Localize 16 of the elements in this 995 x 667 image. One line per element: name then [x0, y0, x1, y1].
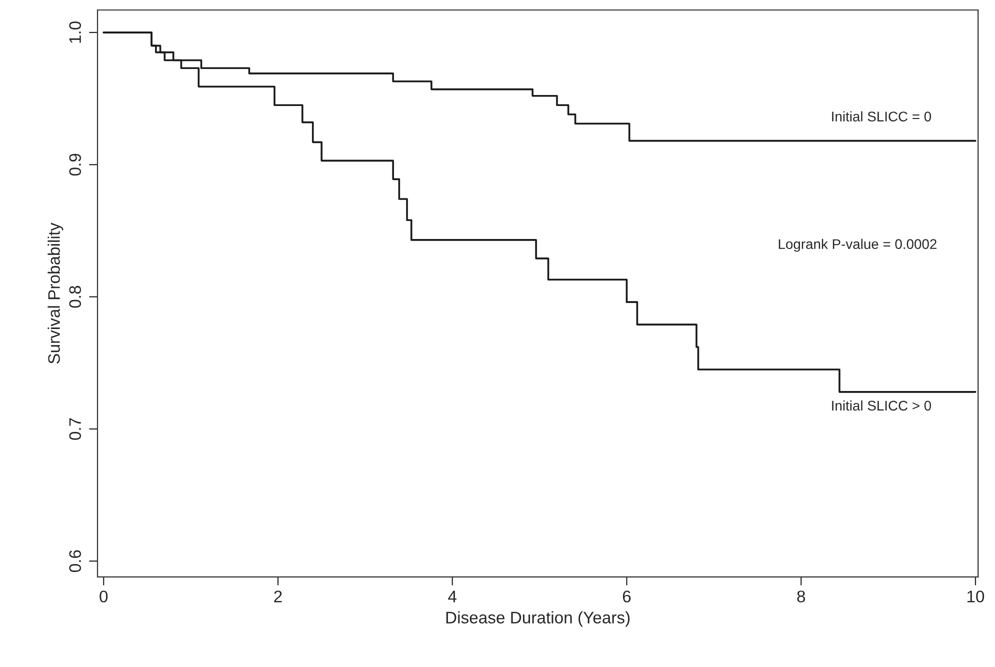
annotation: Logrank P-value = 0.0002 — [778, 238, 936, 252]
x-tick-label: 2 — [274, 590, 282, 602]
y-tick-label: 0.8 — [69, 286, 82, 308]
y-tick-label: 1.0 — [69, 22, 82, 43]
x-axis-title: Disease Duration (Years) — [446, 611, 630, 627]
x-tick-label: 6 — [622, 590, 631, 602]
annotation: Initial SLICC = 0 — [832, 111, 932, 122]
y-axis-title: Survival Probability — [48, 222, 64, 364]
x-tick-label: 8 — [797, 590, 806, 602]
annotation: Initial SLICC > 0 — [832, 400, 932, 411]
x-tick-label: 10 — [967, 590, 984, 602]
y-tick-label: 0.7 — [69, 418, 82, 440]
x-tick-label: 4 — [448, 590, 457, 602]
y-tick-label: 0.9 — [69, 154, 82, 176]
y-tick-label: 0.6 — [69, 550, 82, 572]
x-tick-label: 0 — [100, 590, 108, 602]
